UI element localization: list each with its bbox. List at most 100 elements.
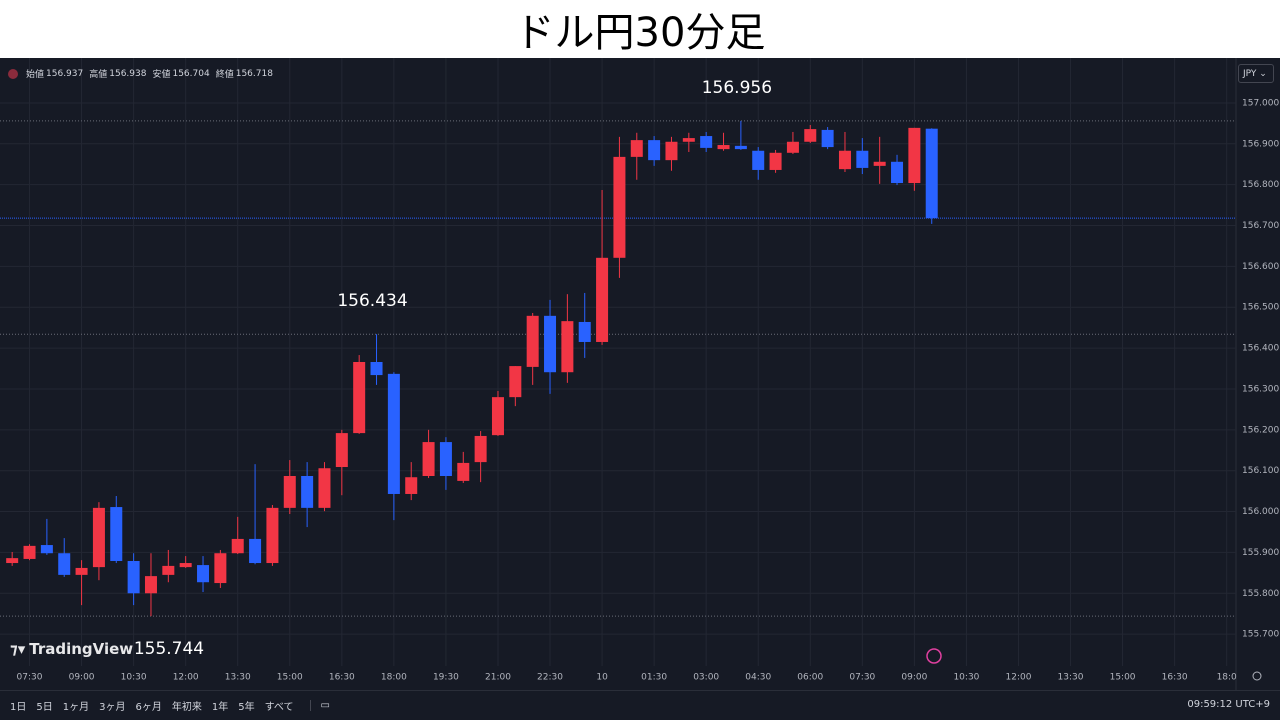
x-tick-label: 06:00 [797, 673, 823, 683]
x-tick-label: 13:30 [225, 673, 251, 683]
y-tick-label: 156.300 [1242, 384, 1279, 394]
calendar-button[interactable]: ▭ [309, 700, 330, 711]
candle-body [474, 435, 487, 463]
ohlc-label: 安値 [152, 70, 171, 80]
x-tick-label: 22:30 [537, 673, 563, 683]
candle-body [405, 477, 418, 494]
candle-body [75, 567, 88, 575]
candle-body [318, 468, 331, 508]
candle-body [92, 507, 105, 568]
candle-body [266, 507, 279, 564]
symbol-icon [8, 68, 18, 79]
currency-label: JPY [1243, 69, 1257, 79]
range-button[interactable]: 1年 [211, 702, 229, 713]
y-tick-label: 156.900 [1242, 139, 1279, 149]
range-button[interactable]: 年初来 [171, 702, 202, 713]
candle-body [838, 150, 851, 170]
candle-body [335, 433, 348, 468]
range-button[interactable]: 6ヶ月 [135, 702, 162, 713]
candle-body [370, 362, 383, 376]
ohlc-label: 高値 [89, 70, 108, 80]
x-tick-label: 18:0 [1217, 673, 1237, 683]
candle-body [127, 560, 140, 594]
candle-body [856, 150, 869, 168]
x-tick-label: 04:30 [745, 673, 771, 683]
ohlc-value: 156.704 [172, 68, 210, 79]
candle-body [387, 373, 400, 494]
candle-body [734, 145, 747, 150]
candle-body [40, 545, 53, 554]
logo-text: TradingView [29, 640, 134, 658]
candle-body [596, 257, 609, 342]
candle-body [648, 140, 661, 161]
ohlc-value: 156.718 [235, 68, 273, 79]
price-annotation: 156.956 [702, 78, 772, 98]
candle-body [630, 140, 643, 157]
x-tick-label: 10 [596, 673, 608, 683]
range-button[interactable]: 5年 [238, 702, 255, 713]
candle-body [422, 442, 435, 476]
candle-body [752, 150, 765, 170]
candle-body [214, 553, 227, 584]
candle-body [561, 321, 574, 373]
ohlc-header: 始値 156.937 高値 156.938 安値 156.704 終値 156.718 [8, 67, 277, 80]
candle-body [873, 161, 886, 166]
y-tick-label: 155.800 [1242, 589, 1279, 599]
candle-body [804, 129, 817, 142]
range-button[interactable]: 5日 [36, 702, 53, 713]
settings-icon[interactable] [1252, 671, 1262, 681]
candle-body [353, 362, 366, 434]
candle-body [179, 563, 192, 568]
toolbar: 09:59:12 UTC+9 1日 5日 1ヶ月 3ヶ月 6ヶ月 年初来 1年 5年 すべて ▭ [0, 690, 1280, 720]
candle-body [439, 442, 452, 476]
range-button[interactable]: 3ヶ月 [99, 702, 126, 713]
candle-body [578, 321, 591, 342]
y-tick-label: 156.100 [1242, 466, 1279, 476]
candle-body [665, 141, 678, 161]
x-tick-label: 10:30 [121, 673, 147, 683]
candle-body [301, 476, 314, 508]
range-button[interactable]: 1ヶ月 [62, 702, 90, 713]
alert-icon[interactable] [926, 648, 942, 664]
candle-body [197, 565, 210, 583]
x-tick-label: 15:00 [1110, 673, 1136, 683]
candle-body [491, 397, 504, 436]
ohlc-value: 156.937 [46, 68, 84, 79]
y-tick-label: 157.000 [1242, 98, 1279, 108]
candle-body [509, 366, 522, 398]
candle-body [526, 315, 539, 367]
currency-select[interactable]: JPY ⌄ [1238, 64, 1274, 83]
y-tick-label: 156.700 [1242, 221, 1279, 231]
x-tick-label: 09:00 [69, 673, 95, 683]
x-tick-label: 01:30 [641, 673, 667, 683]
x-tick-label: 21:00 [485, 673, 511, 683]
chart: 155.700 155.800 155.900 156.000 156.100 156.2… [0, 58, 1280, 690]
candle-body [457, 462, 470, 481]
x-tick-label: 12:00 [1006, 673, 1032, 683]
logo: ⁊▾ TradingView [10, 640, 133, 658]
range-button[interactable]: すべて [264, 702, 294, 713]
x-tick-label: 12:00 [173, 673, 199, 683]
candle-body [23, 545, 36, 559]
candle-body [821, 129, 834, 148]
candle-body [613, 156, 626, 258]
candle-body [925, 128, 938, 219]
candle-body [700, 136, 713, 148]
page-title: ドル円30分足 [514, 10, 766, 56]
candle-body [110, 507, 123, 561]
candle-body [786, 141, 799, 153]
candle-body [544, 315, 557, 373]
y-tick-label: 156.500 [1242, 303, 1279, 313]
candle-body [682, 138, 695, 142]
candle-body [891, 161, 904, 184]
y-tick-label: 156.200 [1242, 425, 1279, 435]
x-tick-label: 03:00 [693, 673, 719, 683]
x-tick-label: 16:30 [329, 673, 355, 683]
ohlc-label: 終値 [215, 70, 234, 80]
clock: 09:59:12 UTC+9 [1187, 699, 1270, 710]
x-tick-label: 13:30 [1058, 673, 1084, 683]
range-button[interactable]: 1日 [10, 702, 27, 713]
x-tick-label: 16:30 [1162, 673, 1188, 683]
ohlc-label: 始値 [26, 70, 45, 80]
